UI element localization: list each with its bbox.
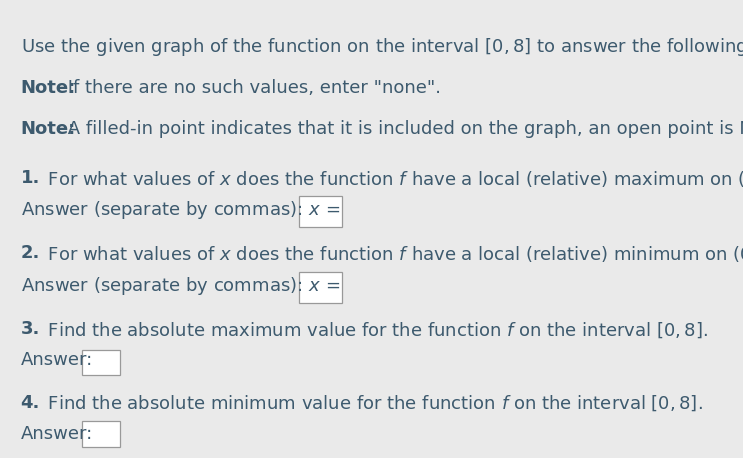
Text: Find the absolute minimum value for the function $f$ on the interval $[0,8]$.: Find the absolute minimum value for the …: [42, 393, 703, 413]
FancyBboxPatch shape: [82, 350, 120, 375]
Text: 4.: 4.: [21, 393, 40, 412]
Text: 1.: 1.: [21, 169, 40, 187]
FancyBboxPatch shape: [299, 272, 343, 303]
Text: A filled-in point indicates that it is included on the graph, an open point is N: A filled-in point indicates that it is i…: [62, 120, 743, 138]
Text: Note:: Note:: [21, 120, 76, 138]
Text: 3.: 3.: [21, 320, 40, 338]
Text: Answer (separate by commas): $x\,=$: Answer (separate by commas): $x\,=$: [21, 199, 340, 221]
Text: For what values of $x$ does the function $f$ have a local (relative) maximum on : For what values of $x$ does the function…: [42, 169, 743, 189]
Text: Note:: Note:: [21, 79, 76, 97]
Text: 2.: 2.: [21, 244, 40, 262]
Text: Use the given graph of the function on the interval $[0,8]$ to answer the follow: Use the given graph of the function on t…: [21, 36, 743, 58]
Text: Find the absolute maximum value for the function $f$ on the interval $[0,8]$.: Find the absolute maximum value for the …: [42, 320, 708, 340]
Text: Answer (separate by commas): $x\,=$: Answer (separate by commas): $x\,=$: [21, 275, 340, 297]
Text: If there are no such values, enter "none".: If there are no such values, enter "none…: [62, 79, 441, 97]
Text: Answer:: Answer:: [21, 425, 93, 442]
FancyBboxPatch shape: [82, 421, 120, 447]
Text: For what values of $x$ does the function $f$ have a local (relative) minimum on : For what values of $x$ does the function…: [42, 244, 743, 264]
Text: Answer:: Answer:: [21, 351, 93, 369]
FancyBboxPatch shape: [299, 196, 343, 227]
